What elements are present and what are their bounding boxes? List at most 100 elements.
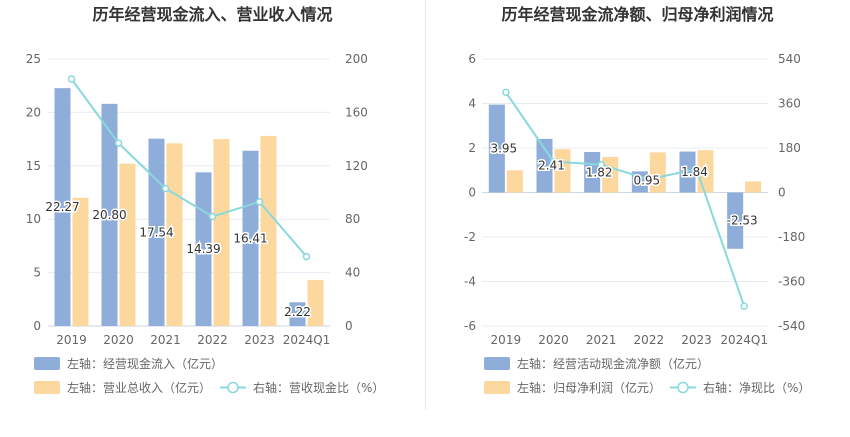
bar-secondary [213,139,230,326]
left-axis-tick: 2 [468,141,476,155]
ratio-point [114,139,123,147]
bar-data-label: 0.95 [633,174,660,188]
panel-divider [425,0,426,410]
left-axis-tick: 10 [26,212,41,226]
x-axis-tick: 2024Q1 [720,333,768,347]
legend-swatch [34,381,60,394]
legend-swatch [484,357,510,370]
left-axis-tick: 5 [33,266,41,280]
x-axis-tick: 2021 [150,333,181,347]
left-axis-tick: -4 [464,275,476,289]
legend-label: 左轴：经营活动现金流净额（亿元） [517,356,709,371]
right-chart: 历年经营现金流净额、归母净利润情况 -6 -4 -2 0 2 4 6 -540 -360 -180 0… [464,5,810,395]
legend-label: 左轴：归母净利润（亿元） [517,380,661,395]
legend-label: 右轴：营收现金比（%） [253,380,384,395]
bar-secondary [72,197,89,326]
chart-title: 历年经营现金流净额、归母净利润情况 [501,5,773,24]
bar-secondary [745,181,762,193]
left-axis-tick: -6 [464,319,476,333]
left-axis-tick: 0 [468,186,476,200]
ratio-point [692,165,701,173]
right-axis-tick: 0 [778,186,786,200]
x-axis-tick: 2023 [681,333,712,347]
x-axis-tick: 2024Q1 [283,333,331,347]
ratio-point [302,252,311,261]
bar-primary [584,152,601,193]
legend-label: 左轴：营业总收入（亿元） [67,380,211,395]
legend-swatch [34,357,60,370]
x-axis-tick: 2021 [586,333,617,347]
bar-data-label: 14.39 [186,242,220,256]
bar-secondary [307,280,324,326]
x-axis-tick: 2022 [634,333,665,347]
bar-primary [242,150,259,326]
bar-primary [536,138,553,193]
bar-primary [195,172,212,326]
left-axis-tick: 20 [26,105,41,119]
right-axis-tick: 180 [778,141,801,155]
right-axis-tick: 540 [778,52,801,66]
bar-data-label: -2.53 [727,214,758,228]
bar-primary [54,88,71,326]
ratio-point [161,184,170,193]
chart-title: 历年经营现金流入、营业收入情况 [92,5,332,24]
ratio-point [740,302,748,310]
ratio-line [505,91,746,307]
right-axis-tick: 40 [345,266,360,280]
bar-primary [679,151,696,193]
left-axis-tick: 6 [468,52,476,66]
x-axis-tick: 2020 [538,333,569,347]
bar-data-label: 20.80 [92,208,126,222]
bar-secondary [260,135,277,326]
bar-secondary [554,149,571,193]
right-axis-tick: -540 [778,319,805,333]
x-axis-tick: 2019 [56,333,87,347]
right-axis-tick: 360 [778,97,801,111]
bar-data-label: 2.41 [538,159,565,173]
bar-secondary [166,143,183,326]
ratio-point [549,157,558,166]
legend-label: 左轴：经营现金流入（亿元） [67,356,223,371]
left-chart: 历年经营现金流入、营业收入情况 0 5 10 15 20 25 0 40 80 120 160 200 2… [26,5,385,395]
bar-primary [727,192,744,249]
bar-data-label: 17.54 [139,225,173,239]
right-axis-tick: 120 [345,159,368,173]
right-axis-tick: 0 [345,319,353,333]
bar-data-label: 2.22 [284,305,311,319]
left-axis-tick: 4 [468,97,476,111]
legend-swatch [484,381,510,394]
right-axis-tick: -360 [778,275,805,289]
x-axis-tick: 2022 [197,333,228,347]
right-axis-tick: 80 [345,212,360,226]
bar-data-label: 1.82 [586,165,613,179]
bar-primary [631,171,648,193]
bar-secondary [649,152,666,193]
x-axis-tick: 2020 [103,333,134,347]
left-axis-tick: 25 [26,52,41,66]
legend-marker [677,381,689,394]
bar-primary [101,103,118,326]
legend-marker [227,381,239,394]
legend-label: 右轴：净现比（%） [703,380,810,395]
right-axis-tick: -180 [778,230,805,244]
ratio-line [70,78,308,258]
bar-data-label: 1.84 [681,165,708,179]
bar-primary [148,138,165,326]
left-axis-tick: 0 [33,319,41,333]
right-axis-tick: 200 [345,52,368,66]
ratio-point [645,175,653,184]
bar-primary [488,104,505,193]
ratio-point [67,75,76,83]
ratio-point [208,212,217,221]
ratio-point [502,88,510,97]
bar-primary [289,302,306,326]
x-axis-tick: 2023 [244,333,275,347]
bar-secondary [119,163,136,326]
ratio-point [597,160,605,169]
bar-data-label: 3.95 [490,142,517,156]
right-axis-tick: 160 [345,105,368,119]
left-axis-tick: -2 [464,230,476,244]
bar-secondary [506,170,523,193]
x-axis-tick: 2019 [491,333,522,347]
left-axis-tick: 15 [26,159,41,173]
